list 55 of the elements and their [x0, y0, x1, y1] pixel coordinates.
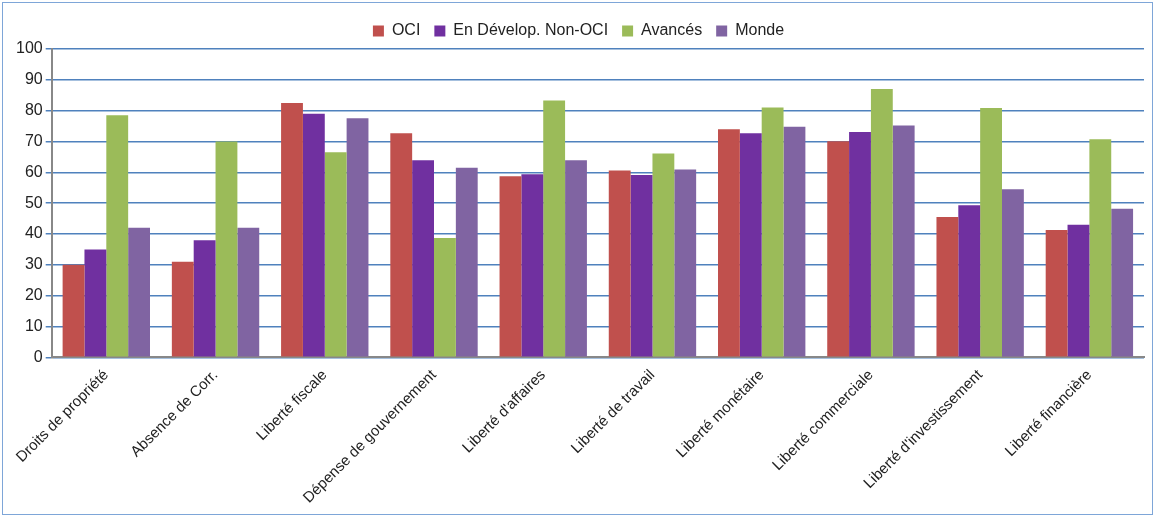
- bar: [106, 115, 129, 357]
- y-tick-label: 30: [24, 255, 43, 273]
- bar: [171, 261, 194, 357]
- bar: [892, 125, 915, 357]
- bar: [455, 167, 478, 357]
- y-tick-label: 50: [24, 193, 43, 211]
- bar: [936, 217, 959, 357]
- bar: [608, 170, 631, 357]
- bar: [739, 133, 762, 357]
- bar: [521, 174, 544, 357]
- legend-label: Monde: [735, 21, 785, 39]
- bar: [761, 107, 784, 357]
- bar: [412, 160, 434, 357]
- bar: [543, 100, 566, 357]
- bar: [870, 89, 893, 357]
- bar: [390, 133, 413, 357]
- bar: [1111, 208, 1134, 357]
- legend-label: En Dévelop. Non-OCI: [453, 21, 609, 39]
- bar: [215, 141, 238, 357]
- bar: [237, 227, 260, 357]
- bar: [62, 264, 85, 357]
- bar: [718, 129, 740, 357]
- y-tick-label: 40: [24, 224, 43, 242]
- bar: [1089, 139, 1112, 357]
- bar: [324, 152, 347, 357]
- bar: [281, 102, 303, 357]
- bar: [346, 118, 369, 357]
- y-tick-label: 80: [24, 101, 43, 119]
- bar: [84, 249, 107, 357]
- bar: [630, 175, 653, 357]
- bar: [128, 227, 150, 357]
- bar: [958, 205, 981, 357]
- bar: [193, 240, 216, 357]
- bar: [674, 169, 697, 357]
- y-tick-label: 90: [24, 70, 43, 88]
- bar: [783, 126, 806, 357]
- bar: [849, 131, 871, 357]
- y-tick-label: 10: [24, 316, 43, 334]
- bar: [1002, 189, 1024, 357]
- y-tick-label: 70: [24, 131, 43, 149]
- legend-label: OCI: [391, 21, 421, 39]
- legend-label: Avancés: [641, 21, 703, 39]
- y-tick-label: 100: [15, 39, 43, 57]
- bar: [302, 113, 325, 357]
- bar: [652, 153, 675, 357]
- bar: [499, 176, 522, 357]
- y-tick-label: 20: [24, 286, 43, 304]
- bar: [565, 160, 587, 357]
- bar: [980, 107, 1002, 357]
- bar: [1067, 224, 1090, 357]
- bar: [434, 238, 456, 357]
- y-tick-label: 60: [24, 162, 43, 180]
- bar: [1045, 229, 1068, 357]
- y-tick-label: 0: [33, 347, 43, 365]
- bar: [827, 141, 850, 357]
